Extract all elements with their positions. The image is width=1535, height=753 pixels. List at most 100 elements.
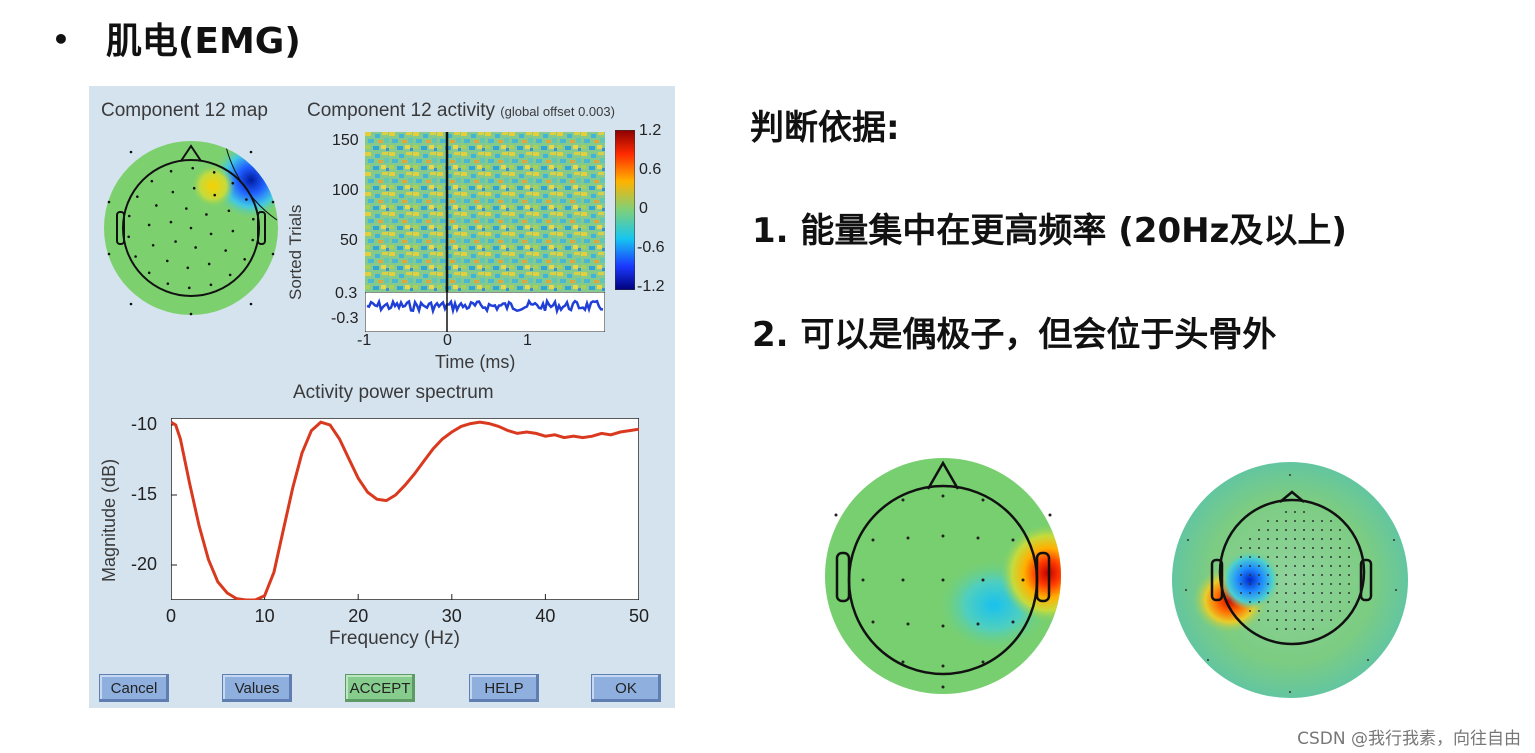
colorbar-tick: 1.2 bbox=[639, 122, 662, 139]
colorbar-tick: 0.6 bbox=[639, 161, 662, 178]
electrode-dot bbox=[1348, 565, 1350, 567]
activity-ylabel: Sorted Trials bbox=[286, 204, 305, 300]
electrode-dot bbox=[1285, 628, 1287, 630]
electrode-dot bbox=[1321, 547, 1323, 549]
values-button[interactable]: Values bbox=[222, 674, 292, 702]
electrode-dot bbox=[1330, 565, 1332, 567]
help-button[interactable]: HELP bbox=[469, 674, 539, 702]
erp-tick: -0.3 bbox=[331, 310, 359, 327]
spectrum-xtick-label: 20 bbox=[348, 606, 369, 626]
electrode-dot bbox=[1330, 583, 1332, 585]
electrode-dot bbox=[1294, 520, 1296, 522]
colorbar-tick: 0 bbox=[639, 200, 648, 217]
electrode-dot bbox=[1276, 583, 1278, 585]
electrode-dot bbox=[1339, 556, 1341, 558]
electrode-dot bbox=[941, 578, 945, 582]
electrode-dot bbox=[1249, 556, 1251, 558]
electrode-dot bbox=[1267, 619, 1269, 621]
electrode-dot bbox=[1240, 556, 1242, 558]
electrode-dot bbox=[1249, 538, 1251, 540]
electrode-dot bbox=[1258, 592, 1260, 594]
electrode-dot bbox=[231, 181, 235, 185]
electrode-dot bbox=[1185, 589, 1187, 591]
electrode-dot bbox=[1285, 565, 1287, 567]
electrode-dot bbox=[1267, 556, 1269, 558]
electrode-dot bbox=[1285, 520, 1287, 522]
electrode-dot bbox=[1321, 520, 1323, 522]
accept-button[interactable]: ACCEPT bbox=[345, 674, 415, 702]
electrode-dot bbox=[1240, 583, 1242, 585]
electrode-dot bbox=[1285, 574, 1287, 576]
electrode-dot bbox=[1312, 619, 1314, 621]
spectrum-ytick-label: -20 bbox=[131, 554, 158, 574]
electrode-dot bbox=[976, 622, 980, 626]
electrode-dot bbox=[1303, 619, 1305, 621]
time-label: Time (ms) bbox=[435, 352, 516, 372]
electrode-dot bbox=[127, 235, 130, 239]
electrode-dot bbox=[1312, 601, 1314, 603]
electrode-dot bbox=[1187, 539, 1189, 541]
electrode-dot bbox=[231, 229, 235, 233]
electrode-dot bbox=[192, 186, 196, 190]
activity-ytick: 150 bbox=[332, 132, 359, 149]
electrode-dot bbox=[1258, 565, 1260, 567]
electrode-dot bbox=[1294, 601, 1296, 603]
electrode-dot bbox=[107, 200, 111, 204]
electrode-dot bbox=[249, 302, 253, 306]
colorbar bbox=[615, 130, 635, 290]
electrode-dot bbox=[861, 578, 865, 582]
electrode-dot bbox=[1330, 574, 1332, 576]
electrode-dot bbox=[1330, 610, 1332, 612]
electrode-dot bbox=[174, 240, 177, 243]
electrode-dot bbox=[1276, 529, 1278, 531]
electrode-dot bbox=[213, 193, 217, 197]
electrode-dot bbox=[1285, 538, 1287, 540]
electrode-dot bbox=[1312, 592, 1314, 594]
electrode-dot bbox=[1258, 619, 1260, 621]
electrode-dot bbox=[1285, 601, 1287, 603]
electrode-dot bbox=[171, 190, 175, 194]
cancel-button[interactable]: Cancel bbox=[99, 674, 169, 702]
electrode-dot bbox=[1330, 529, 1332, 531]
electrode-dot bbox=[1294, 538, 1296, 540]
electrode-dot bbox=[901, 660, 905, 664]
electrode-dot bbox=[1240, 574, 1242, 576]
electrode-dot bbox=[1267, 565, 1269, 567]
electrode-dot bbox=[1011, 620, 1015, 624]
electrode-dot bbox=[207, 262, 211, 266]
electrode-dot bbox=[185, 207, 188, 210]
electrode-dot bbox=[1249, 601, 1251, 603]
ok-button[interactable]: OK bbox=[591, 674, 661, 702]
electrode-dot bbox=[227, 209, 231, 213]
electrode-dot bbox=[1303, 601, 1305, 603]
activity-ytick: 100 bbox=[332, 182, 359, 199]
electrode-dot bbox=[1312, 538, 1314, 540]
electrode-dot bbox=[1339, 583, 1341, 585]
electrode-dot bbox=[941, 685, 945, 689]
electrode-dot bbox=[941, 624, 945, 628]
example-scalp-map-2 bbox=[1172, 462, 1408, 698]
electrode-dot bbox=[1321, 556, 1323, 558]
electrode-dot bbox=[1258, 601, 1260, 603]
electrode-dot bbox=[1303, 538, 1305, 540]
criteria-item-2: 2. 可以是偶极子，但会位于头骨外 bbox=[752, 315, 1277, 355]
electrode-dot bbox=[1285, 556, 1287, 558]
electrode-dot bbox=[1330, 601, 1332, 603]
electrode-dot bbox=[901, 498, 905, 502]
electrode-dot bbox=[1294, 511, 1296, 513]
electrode-dot bbox=[1303, 511, 1305, 513]
electrode-dot bbox=[1312, 556, 1314, 558]
electrode-dot bbox=[187, 286, 191, 290]
electrode-dot bbox=[1303, 529, 1305, 531]
electrode-dot bbox=[1240, 547, 1242, 549]
electrode-dot bbox=[186, 266, 190, 270]
electrode-dot bbox=[906, 536, 910, 540]
electrode-dot bbox=[205, 213, 208, 216]
electrode-dot bbox=[252, 217, 255, 221]
electrode-dot bbox=[1267, 592, 1269, 594]
electrode-dot bbox=[1348, 574, 1350, 576]
electrode-dot bbox=[1267, 610, 1269, 612]
electrode-dot bbox=[1303, 574, 1305, 576]
electrode-dot bbox=[245, 198, 248, 201]
electrode-dot bbox=[1276, 619, 1278, 621]
